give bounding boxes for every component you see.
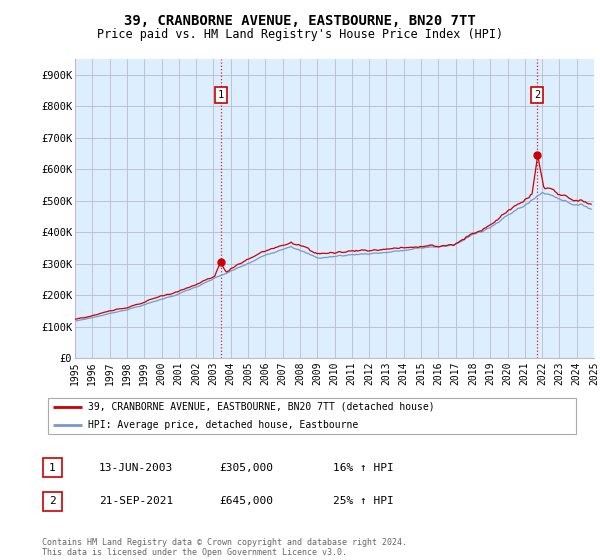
- Text: 2: 2: [49, 496, 56, 506]
- FancyBboxPatch shape: [48, 398, 576, 434]
- FancyBboxPatch shape: [43, 492, 62, 511]
- Text: 2: 2: [534, 90, 541, 100]
- Text: 39, CRANBORNE AVENUE, EASTBOURNE, BN20 7TT (detached house): 39, CRANBORNE AVENUE, EASTBOURNE, BN20 7…: [88, 402, 434, 412]
- Text: 16% ↑ HPI: 16% ↑ HPI: [333, 463, 394, 473]
- Text: 21-SEP-2021: 21-SEP-2021: [99, 496, 173, 506]
- Text: 25% ↑ HPI: 25% ↑ HPI: [333, 496, 394, 506]
- Text: £645,000: £645,000: [219, 496, 273, 506]
- Text: 1: 1: [218, 90, 224, 100]
- Text: Contains HM Land Registry data © Crown copyright and database right 2024.
This d: Contains HM Land Registry data © Crown c…: [42, 538, 407, 557]
- Text: 13-JUN-2003: 13-JUN-2003: [99, 463, 173, 473]
- Text: £305,000: £305,000: [219, 463, 273, 473]
- Text: 39, CRANBORNE AVENUE, EASTBOURNE, BN20 7TT: 39, CRANBORNE AVENUE, EASTBOURNE, BN20 7…: [124, 14, 476, 28]
- Text: 1: 1: [49, 463, 56, 473]
- Text: Price paid vs. HM Land Registry's House Price Index (HPI): Price paid vs. HM Land Registry's House …: [97, 28, 503, 41]
- FancyBboxPatch shape: [43, 458, 62, 477]
- Text: HPI: Average price, detached house, Eastbourne: HPI: Average price, detached house, East…: [88, 420, 358, 430]
